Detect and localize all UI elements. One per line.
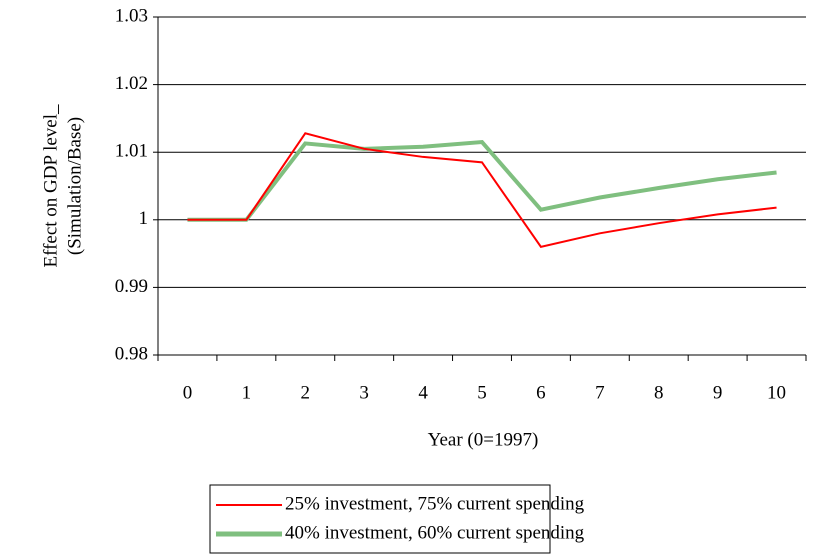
y-axis-label: Effect on GDP level_ — [40, 104, 61, 268]
y-tick-label: 1 — [139, 208, 149, 229]
x-tick-label: 9 — [713, 382, 723, 403]
y-tick-label: 0.99 — [115, 276, 148, 297]
x-tick-label: 4 — [418, 382, 428, 403]
legend-label: 25% investment, 75% current spending — [285, 493, 585, 514]
legend-box — [209, 484, 551, 554]
x-tick-label: 3 — [359, 382, 369, 403]
y-tick-label: 1.03 — [115, 5, 148, 26]
x-tick-label: 0 — [183, 382, 193, 403]
x-tick-label: 2 — [301, 382, 311, 403]
x-tick-label: 6 — [536, 382, 546, 403]
y-axis-label: (Simulation/Base) — [64, 117, 85, 255]
x-tick-label: 8 — [654, 382, 664, 403]
y-tick-label: 1.01 — [115, 141, 148, 162]
x-tick-label: 10 — [767, 382, 786, 403]
legend-label: 40% investment, 60% current spending — [285, 522, 585, 543]
x-tick-label: 5 — [477, 382, 487, 403]
series-line — [187, 132, 777, 248]
series-line — [187, 139, 777, 222]
y-tick-label: 0.98 — [115, 343, 148, 364]
y-tick-label: 1.02 — [115, 73, 148, 94]
x-axis-label: Year (0=1997) — [428, 429, 539, 450]
x-tick-label: 7 — [595, 382, 605, 403]
x-tick-label: 1 — [242, 382, 252, 403]
